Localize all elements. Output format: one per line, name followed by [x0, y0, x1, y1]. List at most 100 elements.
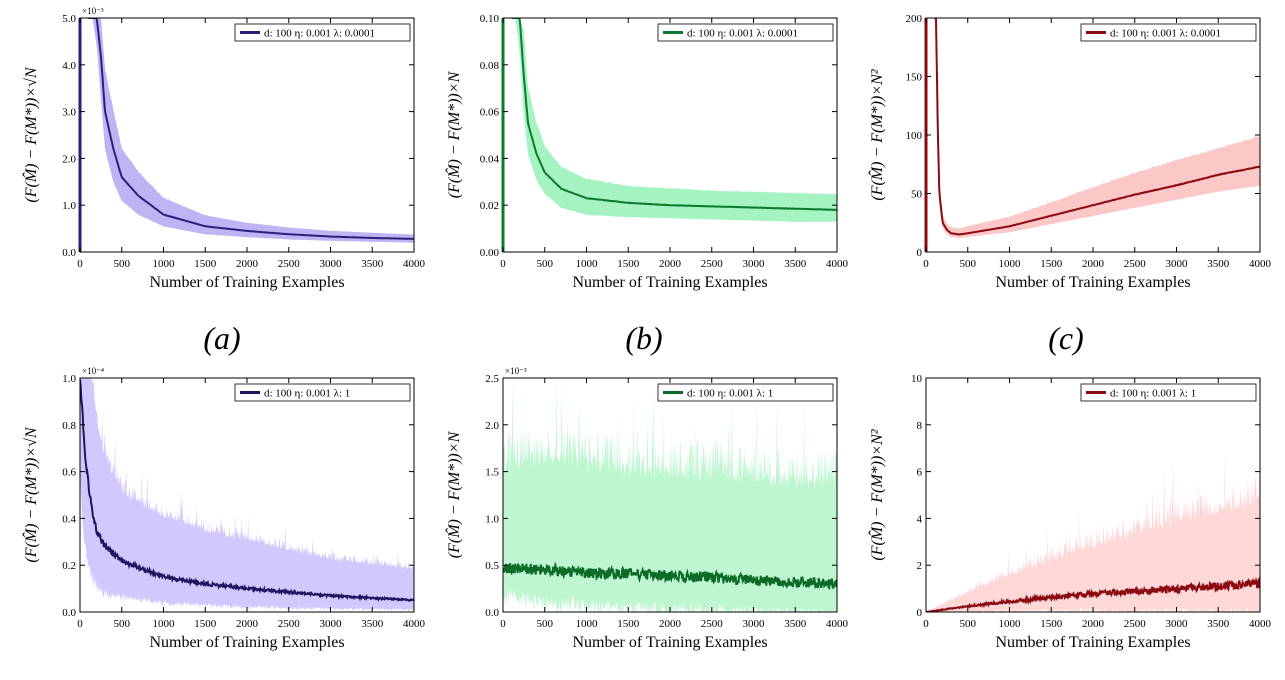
y-tick-label-d-2: 0.4: [62, 513, 76, 525]
axes-frame-a: [79, 17, 415, 253]
variance-band-a: [88, 18, 414, 243]
legend-box-c: [1080, 23, 1257, 42]
x-tick-label-e-1: 500: [537, 618, 554, 630]
x-tick-label-f-1: 500: [960, 618, 977, 630]
x-tick-label-a-7: 3500: [361, 258, 384, 270]
variance-band-f: [926, 449, 1260, 612]
y-axis-label-e: (F(M̂) − F(M*))×N: [444, 430, 463, 558]
y-tick-label-f-2: 4: [917, 513, 923, 525]
plot-area-b: [511, 18, 837, 222]
mean-line-d: [80, 379, 414, 603]
x-tick-label-e-2: 1000: [576, 618, 599, 630]
y-tick-label-d-3: 0.6: [62, 467, 76, 479]
y-tick-label-c-2: 100: [906, 130, 923, 142]
x-tick-label-f-0: 0: [923, 618, 929, 630]
legend-a: d: 100 η: 0.001 λ: 0.0001: [234, 23, 411, 42]
y-tick-label-a-0: 0.0: [62, 247, 76, 259]
y-tick-label-b-1: 0.02: [480, 200, 499, 212]
y-tick-label-a-4: 4.0: [62, 60, 76, 72]
x-tick-label-d-0: 0: [77, 618, 83, 630]
legend-label-e: d: 100 η: 0.001 λ: 1: [687, 388, 773, 400]
y-tick-label-c-1: 50: [911, 189, 923, 201]
x-tick-label-b-4: 2000: [659, 258, 682, 270]
y-tick-label-b-2: 0.04: [480, 153, 500, 165]
x-tick-label-d-5: 2500: [278, 618, 301, 630]
x-tick-label-b-7: 3500: [784, 258, 807, 270]
x-axis-label-a: Number of Training Examples: [149, 274, 344, 291]
x-tick-label-a-8: 4000: [403, 258, 426, 270]
legend-box-f: [1080, 383, 1257, 402]
caption-a: (a): [203, 320, 240, 356]
x-tick-label-b-6: 3000: [743, 258, 766, 270]
x-tick-label-c-2: 1000: [999, 258, 1022, 270]
y-axis-label-a: (F(M̂) − F(M*))×√N: [21, 66, 40, 203]
x-tick-label-a-2: 1000: [153, 258, 176, 270]
plot-area-f: [926, 449, 1260, 612]
y-tick-label-e-5: 2.5: [485, 373, 499, 385]
axes-frame-c: [925, 17, 1261, 253]
legend-box-e: [657, 383, 834, 402]
x-tick-label-d-1: 500: [114, 618, 131, 630]
legend-f: d: 100 η: 0.001 λ: 1: [1080, 383, 1257, 402]
x-tick-label-b-1: 500: [537, 258, 554, 270]
mean-line-f: [926, 576, 1260, 612]
chart-panel-b: 0 500 1000 1500 2000 2500 3000 3500 4000 0.00 0.02…: [444, 13, 848, 291]
legend-label-c: d: 100 η: 0.001 λ: 0.0001: [1110, 28, 1221, 40]
x-tick-label-f-7: 3500: [1207, 618, 1230, 630]
y-tick-label-c-3: 150: [906, 72, 923, 84]
chart-panel-f: 0 500 1000 1500 2000 2500 3000 3500 4000 0 2 4 6 8 10 N…: [867, 373, 1271, 651]
x-tick-label-d-6: 3000: [320, 618, 343, 630]
y-tick-label-a-1: 1.0: [62, 200, 76, 212]
chart-panel-d: 0 500 1000 1500 2000 2500 3000 3500 4000 0.0 0.2 0.…: [21, 366, 425, 651]
x-tick-label-b-3: 1500: [617, 258, 640, 270]
x-tick-label-e-6: 3000: [743, 618, 766, 630]
x-tick-label-a-0: 0: [77, 258, 83, 270]
mean-line-e: [503, 561, 837, 591]
variance-band-d: [80, 378, 414, 612]
y-tick-label-f-5: 10: [911, 373, 923, 385]
mean-line-a: [88, 18, 414, 240]
y-tick-label-e-0: 0.0: [485, 607, 499, 619]
x-axis-label-f: Number of Training Examples: [995, 634, 1190, 651]
x-tick-label-b-8: 4000: [826, 258, 849, 270]
y-tick-label-e-1: 0.5: [485, 560, 499, 572]
x-tick-label-e-8: 4000: [826, 618, 849, 630]
variance-band-e: [503, 378, 837, 612]
x-tick-label-c-0: 0: [923, 258, 929, 270]
legend-label-b: d: 100 η: 0.001 λ: 0.0001: [687, 28, 798, 40]
x-tick-label-e-5: 2500: [701, 618, 724, 630]
y-tick-label-b-5: 0.10: [480, 13, 500, 25]
x-tick-label-c-7: 3500: [1207, 258, 1230, 270]
x-tick-label-f-3: 1500: [1040, 618, 1063, 630]
legend-label-a: d: 100 η: 0.001 λ: 0.0001: [264, 28, 375, 40]
variance-band-b: [511, 18, 837, 222]
y-tick-label-b-4: 0.08: [480, 60, 500, 72]
y-tick-label-c-4: 200: [906, 13, 923, 25]
y-axis-label-d: (F(M̂) − F(M*))×√N: [21, 426, 40, 563]
variance-band-c: [934, 18, 1260, 239]
legend-box-b: [657, 23, 834, 42]
x-tick-label-b-0: 0: [500, 258, 506, 270]
legend-box-d: [234, 383, 411, 402]
legend-b: d: 100 η: 0.001 λ: 0.0001: [657, 23, 834, 42]
x-tick-label-d-4: 2000: [236, 618, 259, 630]
x-tick-label-b-5: 2500: [701, 258, 724, 270]
x-tick-label-a-3: 1500: [194, 258, 217, 270]
chart-panel-a: 0 500 1000 1500 2000 2500 3000 3500 4000 0.0 1.0 2.…: [21, 6, 425, 291]
y-tick-label-c-0: 0: [917, 247, 923, 259]
x-tick-label-c-5: 2500: [1124, 258, 1147, 270]
mean-line-c: [934, 18, 1260, 236]
x-tick-label-e-4: 2000: [659, 618, 682, 630]
y-tick-label-f-1: 2: [917, 560, 923, 572]
x-axis-label-c: Number of Training Examples: [995, 274, 1190, 291]
legend-label-f: d: 100 η: 0.001 λ: 1: [1110, 388, 1196, 400]
y-axis-label-c: (F(M̂) − F(M*))×N²: [867, 68, 886, 200]
legend-box-a: [234, 23, 411, 42]
chart-panel-c: 0 500 1000 1500 2000 2500 3000 3500 4000 0 50 100 15…: [867, 13, 1271, 291]
legend-d: d: 100 η: 0.001 λ: 1: [234, 383, 411, 402]
plot-area-d: [80, 378, 414, 612]
y-axis-label-b: (F(M̂) − F(M*))×N: [444, 70, 463, 198]
y-exponent-label-e: ×10⁻³: [505, 366, 527, 376]
y-exponent-label-d: ×10⁻⁴: [82, 366, 104, 376]
legend-label-d: d: 100 η: 0.001 λ: 1: [264, 388, 350, 400]
